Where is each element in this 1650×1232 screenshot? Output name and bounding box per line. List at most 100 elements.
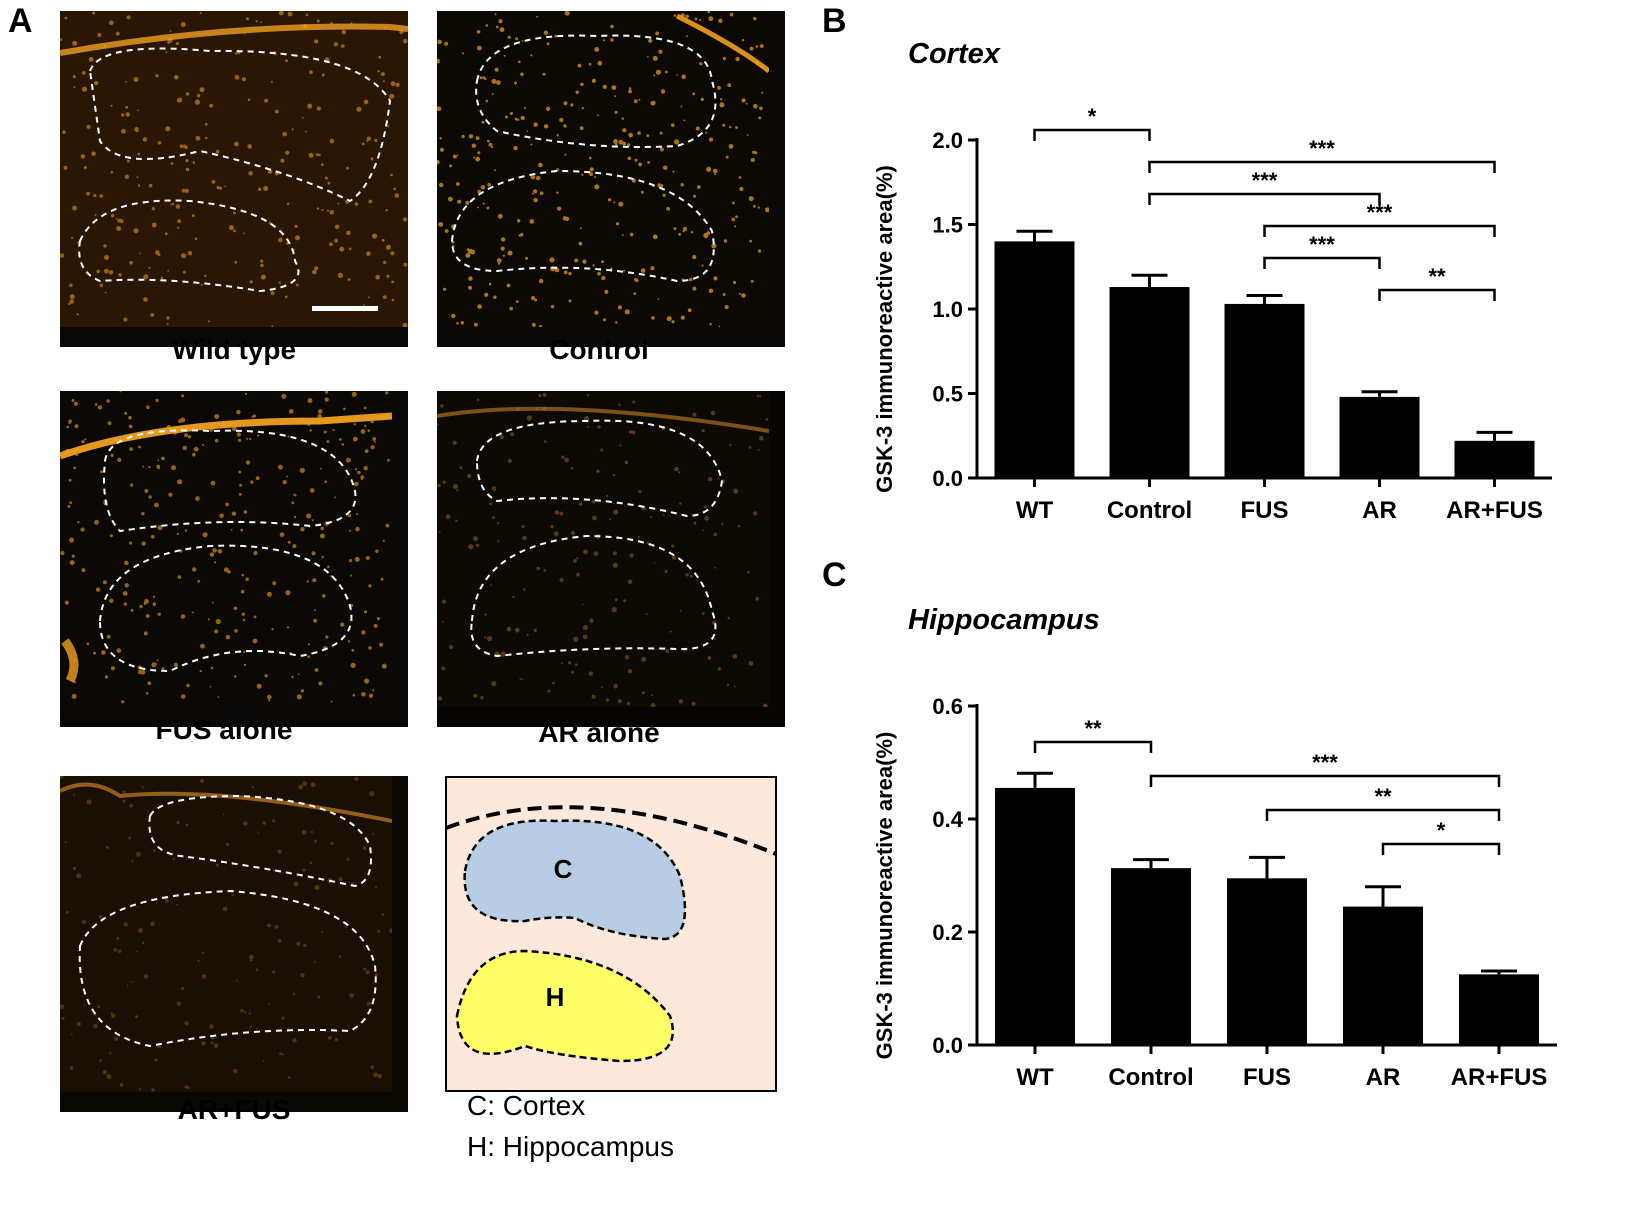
schematic-legend-hippocampus: H: Hippocampus <box>467 1131 674 1162</box>
stain-speck <box>536 15 539 18</box>
stain-speck <box>573 636 579 642</box>
stain-speck <box>514 81 517 85</box>
stain-speck <box>260 263 264 268</box>
stain-speck <box>365 556 370 560</box>
stain-speck <box>366 136 371 141</box>
stain-speck <box>624 460 629 465</box>
stain-speck <box>177 219 182 224</box>
stain-speck <box>245 460 251 465</box>
stain-speck <box>722 56 726 61</box>
y-tick-label: 0.0 <box>932 1033 963 1058</box>
stain-speck <box>437 696 443 701</box>
stain-speck <box>308 152 314 158</box>
stain-speck <box>82 86 87 92</box>
stain-speck <box>253 551 258 556</box>
stain-speck <box>137 906 139 909</box>
stain-speck <box>366 251 371 256</box>
stain-speck <box>690 574 693 578</box>
stain-speck <box>325 391 329 394</box>
stain-speck <box>152 849 156 853</box>
stain-speck <box>104 291 107 294</box>
stain-speck <box>341 443 345 446</box>
stain-speck <box>255 20 258 23</box>
stain-speck <box>278 237 283 243</box>
stain-speck <box>753 511 758 516</box>
stain-speck <box>356 106 362 112</box>
stain-speck <box>531 322 536 327</box>
stain-speck <box>264 674 268 678</box>
stain-speck <box>337 272 343 278</box>
stain-speck <box>597 114 599 117</box>
stain-speck <box>485 24 489 27</box>
stain-speck <box>484 636 487 639</box>
stain-speck <box>671 544 675 548</box>
stain-speck <box>200 643 205 649</box>
stain-speck <box>80 527 85 532</box>
stain-speck <box>180 253 187 259</box>
stain-speck <box>285 59 288 63</box>
stain-speck <box>129 260 133 265</box>
stain-speck <box>568 271 572 276</box>
stain-speck <box>549 257 555 263</box>
caption-ar-alone: AR alone <box>538 717 660 748</box>
stain-speck <box>456 322 459 325</box>
stain-speck <box>523 106 526 109</box>
stain-speck <box>665 649 670 653</box>
stain-speck <box>570 467 574 470</box>
stain-speck <box>161 456 165 461</box>
stain-speck <box>759 44 764 48</box>
stain-speck <box>370 445 375 450</box>
stain-speck <box>682 226 688 232</box>
x-tick-label: WT <box>1016 497 1054 524</box>
stain-speck <box>601 275 606 281</box>
stain-speck <box>166 316 170 320</box>
stain-speck <box>199 778 205 783</box>
stain-speck <box>238 438 242 442</box>
bar <box>1111 868 1191 1045</box>
stain-speck <box>357 470 361 475</box>
stain-speck <box>613 683 618 689</box>
stain-speck <box>518 60 521 64</box>
y-tick-label: 0.4 <box>932 807 963 832</box>
bar <box>994 241 1075 478</box>
stain-speck <box>210 480 216 486</box>
stain-speck <box>340 622 345 627</box>
stain-speck <box>86 642 90 646</box>
significance-label: ** <box>1374 784 1392 809</box>
stain-speck <box>260 259 264 263</box>
stain-speck <box>638 490 642 494</box>
stain-speck <box>209 103 214 108</box>
stain-speck <box>570 530 575 536</box>
stain-speck <box>80 154 86 159</box>
stain-speck <box>691 701 696 706</box>
stain-speck <box>437 483 441 488</box>
stain-speck <box>297 673 300 676</box>
stain-speck <box>69 537 75 543</box>
stain-speck <box>473 536 478 542</box>
stain-speck <box>217 696 220 698</box>
stain-speck <box>292 544 297 549</box>
significance-bracket <box>1378 288 1496 301</box>
stain-speck <box>613 139 618 144</box>
stain-speck <box>72 40 78 46</box>
stain-speck <box>211 180 216 184</box>
stain-speck <box>302 868 306 872</box>
stain-speck <box>131 981 134 983</box>
stain-speck <box>295 283 299 287</box>
stain-speck <box>377 930 381 933</box>
stain-speck <box>368 199 373 204</box>
stain-speck <box>157 1044 161 1049</box>
stain-speck <box>243 663 247 667</box>
stain-speck <box>589 618 594 623</box>
stain-speck <box>305 130 307 133</box>
stain-speck <box>180 22 186 27</box>
stain-speck <box>563 124 567 128</box>
stain-speck <box>750 158 755 162</box>
stain-speck <box>533 122 538 127</box>
stain-speck <box>678 471 681 474</box>
stain-speck <box>104 268 109 274</box>
stain-speck <box>360 477 363 481</box>
stain-speck <box>456 154 459 157</box>
micrograph-fus-alone <box>60 391 408 727</box>
stain-speck <box>68 422 71 425</box>
